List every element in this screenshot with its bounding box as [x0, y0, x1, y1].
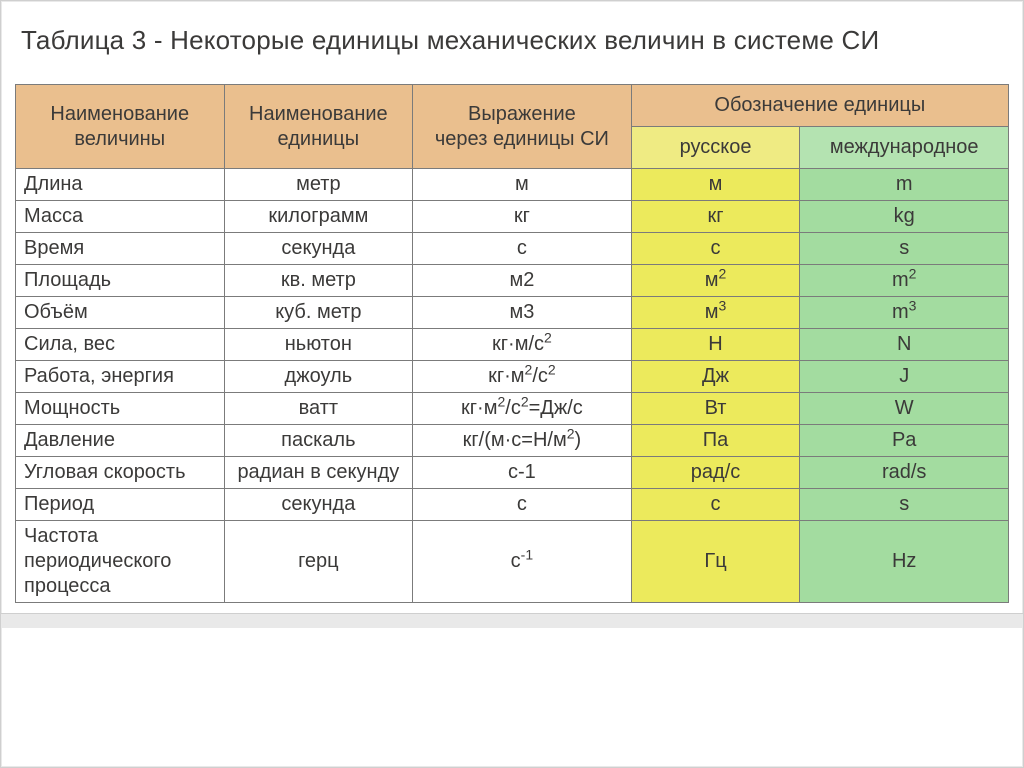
- cell-expression: кг·м2/с2=Дж/с: [413, 393, 631, 425]
- cell-unit: куб. метр: [224, 297, 413, 329]
- cell-russian: Па: [631, 425, 800, 457]
- cell-quantity: Частота периодического процесса: [16, 521, 225, 603]
- cell-international: s: [800, 489, 1009, 521]
- cell-expression: кг: [413, 201, 631, 233]
- th-unit-l2: единицы: [278, 128, 360, 150]
- cell-international: Pa: [800, 425, 1009, 457]
- table-row: Частота периодического процессагерцс-1Гц…: [16, 521, 1009, 603]
- cell-quantity: Период: [16, 489, 225, 521]
- cell-russian: кг: [631, 201, 800, 233]
- cell-russian: с: [631, 233, 800, 265]
- cell-international: Hz: [800, 521, 1009, 603]
- cell-international: N: [800, 329, 1009, 361]
- table-row: Длинаметрммm: [16, 169, 1009, 201]
- page-title: Таблица 3 - Некоторые единицы механическ…: [21, 25, 1009, 56]
- cell-quantity: Давление: [16, 425, 225, 457]
- table-row: Давлениепаскалькг/(м·с=Н/м2)ПаPa: [16, 425, 1009, 457]
- cell-quantity: Угловая скорость: [16, 457, 225, 489]
- th-expr-l2: через единицы СИ: [435, 128, 609, 150]
- cell-international: W: [800, 393, 1009, 425]
- cell-quantity: Объём: [16, 297, 225, 329]
- cell-unit: метр: [224, 169, 413, 201]
- cell-expression: м: [413, 169, 631, 201]
- table-row: Площадькв. метрм2м2m2: [16, 265, 1009, 297]
- cell-unit: килограмм: [224, 201, 413, 233]
- cell-quantity: Длина: [16, 169, 225, 201]
- th-expr-l1: Выражение: [468, 103, 576, 125]
- cell-unit: ватт: [224, 393, 413, 425]
- cell-russian: м: [631, 169, 800, 201]
- cell-russian: рад/с: [631, 457, 800, 489]
- cell-unit: радиан в секунду: [224, 457, 413, 489]
- cell-expression: с: [413, 233, 631, 265]
- th-unit-l1: Наименование: [249, 103, 388, 125]
- th-expr: Выражение через единицы СИ: [413, 85, 631, 169]
- cell-unit: кв. метр: [224, 265, 413, 297]
- cell-expression: м3: [413, 297, 631, 329]
- th-unit: Наименование единицы: [224, 85, 413, 169]
- table-body: ДлинаметрммmМассакилограммкгкгkgВремясек…: [16, 169, 1009, 603]
- cell-quantity: Масса: [16, 201, 225, 233]
- cell-quantity: Мощность: [16, 393, 225, 425]
- cell-quantity: Сила, вес: [16, 329, 225, 361]
- cell-international: m2: [800, 265, 1009, 297]
- cell-international: kg: [800, 201, 1009, 233]
- cell-unit: секунда: [224, 489, 413, 521]
- cell-international: m3: [800, 297, 1009, 329]
- cell-expression: м2: [413, 265, 631, 297]
- cell-expression: с-1: [413, 457, 631, 489]
- bottom-strip: [1, 613, 1023, 628]
- cell-expression: кг/(м·с=Н/м2): [413, 425, 631, 457]
- cell-quantity: Время: [16, 233, 225, 265]
- cell-russian: Вт: [631, 393, 800, 425]
- th-russian: русское: [631, 127, 800, 169]
- units-table: Наименование величины Наименование едини…: [15, 84, 1009, 603]
- cell-unit: джоуль: [224, 361, 413, 393]
- th-designation: Обозначение единицы: [631, 85, 1008, 127]
- cell-international: s: [800, 233, 1009, 265]
- th-international: международное: [800, 127, 1009, 169]
- th-quantity: Наименование величины: [16, 85, 225, 169]
- cell-expression: с: [413, 489, 631, 521]
- table-row: Сила, весньютонкг·м/с2НN: [16, 329, 1009, 361]
- cell-expression: с-1: [413, 521, 631, 603]
- slide-frame: Таблица 3 - Некоторые единицы механическ…: [0, 0, 1024, 768]
- th-quantity-l1: Наименование: [50, 103, 189, 125]
- table-row: Работа, энергияджоулькг·м2/с2ДжJ: [16, 361, 1009, 393]
- cell-international: m: [800, 169, 1009, 201]
- cell-international: rad/s: [800, 457, 1009, 489]
- cell-unit: герц: [224, 521, 413, 603]
- cell-quantity: Работа, энергия: [16, 361, 225, 393]
- table-row: Мощностьватткг·м2/с2=Дж/сВтW: [16, 393, 1009, 425]
- cell-russian: Гц: [631, 521, 800, 603]
- cell-international: J: [800, 361, 1009, 393]
- table-row: Периодсекундассs: [16, 489, 1009, 521]
- cell-quantity: Площадь: [16, 265, 225, 297]
- cell-expression: кг·м2/с2: [413, 361, 631, 393]
- cell-russian: Н: [631, 329, 800, 361]
- table-row: Времясекундассs: [16, 233, 1009, 265]
- table-row: Объёмкуб. метрм3м3m3: [16, 297, 1009, 329]
- table-row: Угловая скоростьрадиан в секундус-1рад/с…: [16, 457, 1009, 489]
- cell-unit: секунда: [224, 233, 413, 265]
- cell-russian: с: [631, 489, 800, 521]
- th-quantity-l2: величины: [74, 128, 165, 150]
- cell-russian: Дж: [631, 361, 800, 393]
- cell-unit: паскаль: [224, 425, 413, 457]
- table-row: Массакилограммкгкгkg: [16, 201, 1009, 233]
- cell-unit: ньютон: [224, 329, 413, 361]
- cell-expression: кг·м/с2: [413, 329, 631, 361]
- cell-russian: м2: [631, 265, 800, 297]
- cell-russian: м3: [631, 297, 800, 329]
